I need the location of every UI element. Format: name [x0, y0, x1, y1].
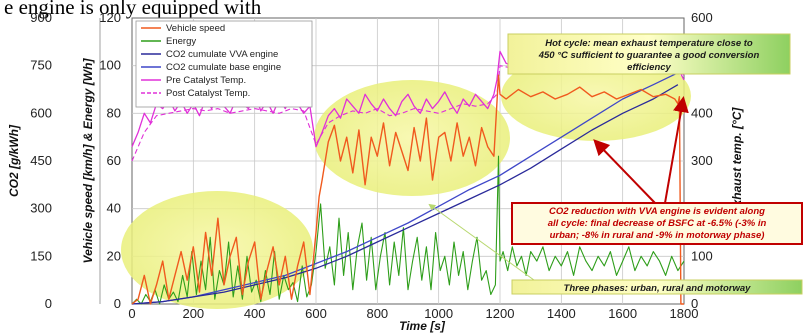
legend-box: [135, 20, 313, 108]
annotation-line: CO2 reduction with VVA engine is evident…: [549, 206, 765, 217]
x-tick-label: 0: [128, 306, 135, 321]
co2-tick-label: 450: [30, 153, 52, 168]
co2-tick-label: 600: [30, 105, 52, 120]
series-layer: [131, 50, 685, 305]
speed-energy-tick-label: 100: [99, 58, 121, 73]
legend-label: Pre Catalyst Temp.: [166, 75, 246, 86]
series-line-co2-cumulate-vva-engine: [131, 84, 679, 305]
page-caption: e engine is only equipped with: [4, 0, 262, 19]
temp-tick-label: 100: [691, 248, 713, 263]
annotation-line: Three phases: urban, rural and motorway: [564, 283, 752, 294]
legend-label: CO2 cumulate base engine: [166, 62, 281, 73]
annotation-co2-reduction: CO2 reduction with VVA engine is evident…: [511, 202, 803, 245]
x-tick-label: 200: [182, 306, 204, 321]
x-tick-label: 400: [244, 306, 266, 321]
speed-energy-tick-label: 120: [99, 10, 121, 25]
legend-label: Energy: [166, 36, 196, 47]
temp-tick-label: 0: [691, 296, 698, 311]
temp-axis-title: Exhaust temp. [°C]: [730, 107, 744, 215]
speed-energy-tick-label: 60: [107, 153, 121, 168]
temp-tick-label: 600: [691, 10, 713, 25]
legend: Vehicle speed Energy CO2 cumulate VVA engi…: [135, 20, 313, 108]
speed-energy-tick-label: 80: [107, 105, 121, 120]
legend-label: Vehicle speed: [166, 23, 225, 34]
series-line-energy: [131, 155, 685, 305]
series-line-vehicle-speed: [131, 74, 684, 305]
annotation-line: efficiency: [627, 62, 671, 73]
series-line-post-catalyst-temp: [131, 62, 685, 162]
speed-energy-axis-title: Vehicle speed [km/h] & Energy [Wh]: [81, 58, 95, 264]
annotation-three-phases: Three phases: urban, rural and motorway: [511, 279, 803, 295]
x-axis-title: Time [s]: [399, 319, 446, 333]
speed-energy-tick-label: 20: [107, 248, 121, 263]
co2-tick-label: 900: [30, 10, 52, 25]
x-tick-label: 1800: [670, 306, 699, 321]
annotation-hot-cycle: Hot cycle: mean exhaust temperature clos…: [507, 33, 791, 75]
legend-label: Post Catalyst Temp.: [166, 88, 250, 99]
svg-text:Hot cycle: mean exhaust temper: Hot cycle: mean exhaust temperature clos…: [538, 38, 760, 73]
x-tick-label: 1000: [424, 306, 453, 321]
co2-tick-label: 150: [30, 248, 52, 263]
x-tick-label: 1600: [608, 306, 637, 321]
legend-label: CO2 cumulate VVA engine: [166, 49, 278, 60]
svg-text:Three phases: urban, rural and: Three phases: urban, rural and motorway: [564, 283, 752, 294]
annotation-line: urban; -8% in rural and -9% in motorway …: [550, 230, 765, 241]
series-line-co2-cumulate-base-engine: [131, 72, 679, 305]
co2-tick-label: 300: [30, 201, 52, 216]
co2-tick-label: 750: [30, 58, 52, 73]
annotation-line: Hot cycle: mean exhaust temperature clos…: [545, 38, 753, 49]
x-tick-label: 1200: [486, 306, 515, 321]
annotation-line: all cycle: final decrease of BSFC at -6.…: [548, 218, 767, 229]
annotation-arrow-3: [428, 203, 546, 289]
x-tick-label: 800: [366, 306, 388, 321]
annotation-arrow-1: [593, 139, 656, 204]
speed-energy-tick-label: 40: [107, 201, 121, 216]
annotation-line: 450 °C sufficient to guarantee a good co…: [538, 50, 760, 61]
co2-tick-label: 0: [45, 296, 52, 311]
temp-tick-label: 400: [691, 105, 713, 120]
co2-axis-title: CO2 [g/kWh]: [7, 124, 21, 197]
temp-tick-label: 300: [691, 153, 713, 168]
speed-energy-tick-label: 0: [114, 296, 121, 311]
x-tick-label: 1400: [547, 306, 576, 321]
x-tick-label: 600: [305, 306, 327, 321]
svg-text:CO2 reduction with VVA engine: CO2 reduction with VVA engine is evident…: [548, 206, 767, 241]
annotation-arrow-2: [664, 96, 689, 204]
